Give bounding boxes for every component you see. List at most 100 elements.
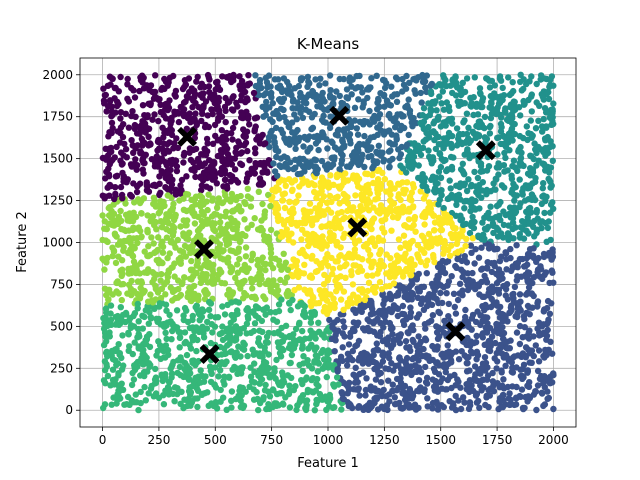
scatter-point <box>145 188 153 195</box>
scatter-point <box>265 72 273 79</box>
scatter-point <box>163 322 170 329</box>
scatter-point <box>434 240 441 247</box>
scatter-point <box>104 238 111 246</box>
scatter-point <box>155 138 162 145</box>
scatter-point <box>258 376 266 383</box>
scatter-point <box>497 324 505 331</box>
scatter-point <box>192 361 199 369</box>
scatter-point <box>476 404 483 411</box>
x-axis-label: Feature 1 <box>297 456 359 471</box>
scatter-point <box>516 340 524 348</box>
scatter-point <box>245 112 252 120</box>
scatter-point <box>461 399 468 406</box>
scatter-point <box>272 375 279 382</box>
scatter-point <box>150 240 157 247</box>
scatter-point <box>419 144 427 152</box>
scatter-point <box>455 191 463 198</box>
scatter-point <box>292 156 299 163</box>
scatter-point <box>226 73 233 80</box>
scatter-point <box>223 230 230 237</box>
scatter-point <box>304 83 311 91</box>
scatter-point <box>444 195 451 203</box>
scatter-point <box>440 72 447 79</box>
scatter-point <box>260 394 267 401</box>
scatter-point <box>538 200 545 208</box>
scatter-point <box>447 185 454 192</box>
scatter-point <box>256 269 263 277</box>
scatter-point <box>441 317 448 325</box>
scatter-point <box>264 169 271 176</box>
scatter-point <box>464 286 472 294</box>
scatter-point <box>133 188 141 196</box>
scatter-point <box>283 118 290 126</box>
scatter-point <box>203 216 210 224</box>
scatter-point <box>128 137 135 144</box>
scatter-point <box>540 180 547 187</box>
scatter-point <box>385 350 392 357</box>
scatter-point <box>260 260 268 268</box>
scatter-point <box>402 85 410 92</box>
scatter-point <box>151 111 158 118</box>
scatter-point <box>481 272 488 280</box>
scatter-point <box>304 148 311 155</box>
scatter-point <box>365 153 372 161</box>
scatter-point <box>325 179 332 186</box>
scatter-point <box>152 203 159 210</box>
scatter-point <box>496 314 504 321</box>
scatter-point <box>125 124 133 131</box>
scatter-point <box>405 131 412 139</box>
scatter-point <box>145 320 152 327</box>
scatter-point <box>337 225 344 232</box>
scatter-point <box>374 106 381 113</box>
scatter-point <box>383 393 390 400</box>
scatter-point <box>136 199 144 207</box>
scatter-point <box>146 363 153 370</box>
x-axis-ticks: 0 250 500 750 1000 1250 1500 1750 2000 <box>99 427 569 447</box>
scatter-point <box>374 270 381 277</box>
scatter-point <box>482 324 489 331</box>
scatter-point <box>314 137 322 145</box>
scatter-point <box>259 254 266 261</box>
scatter-point <box>395 236 403 243</box>
scatter-point <box>243 175 251 182</box>
scatter-point <box>129 108 136 115</box>
scatter-point <box>503 266 510 273</box>
scatter-point <box>130 87 137 94</box>
scatter-point <box>202 151 210 159</box>
scatter-point <box>377 328 384 336</box>
scatter-point <box>331 154 338 161</box>
scatter-point <box>326 192 334 200</box>
scatter-point <box>502 105 509 112</box>
scatter-point <box>328 254 335 262</box>
scatter-point <box>332 258 339 265</box>
scatter-point <box>229 207 237 214</box>
scatter-point <box>435 187 443 195</box>
scatter-point <box>483 135 491 143</box>
scatter-point <box>202 255 210 263</box>
scatter-point <box>444 282 451 289</box>
scatter-point <box>174 385 181 392</box>
scatter-point <box>205 306 213 313</box>
scatter-point <box>517 154 525 162</box>
scatter-point <box>334 132 341 139</box>
scatter-point <box>209 280 216 287</box>
scatter-point <box>280 95 288 102</box>
scatter-point <box>537 263 544 270</box>
scatter-point <box>150 194 158 201</box>
scatter-point <box>124 75 131 83</box>
scatter-point <box>130 258 138 265</box>
scatter-point <box>376 111 384 118</box>
scatter-point <box>218 279 225 287</box>
scatter-point <box>251 126 259 133</box>
scatter-point <box>150 269 157 277</box>
scatter-point <box>544 326 551 334</box>
scatter-point <box>115 341 122 348</box>
scatter-point <box>394 76 401 83</box>
scatter-point <box>112 173 120 180</box>
scatter-point <box>395 362 402 369</box>
scatter-point <box>452 310 460 317</box>
scatter-point <box>192 173 199 181</box>
scatter-point <box>520 235 528 242</box>
scatter-point <box>435 371 443 378</box>
scatter-point <box>550 100 557 107</box>
